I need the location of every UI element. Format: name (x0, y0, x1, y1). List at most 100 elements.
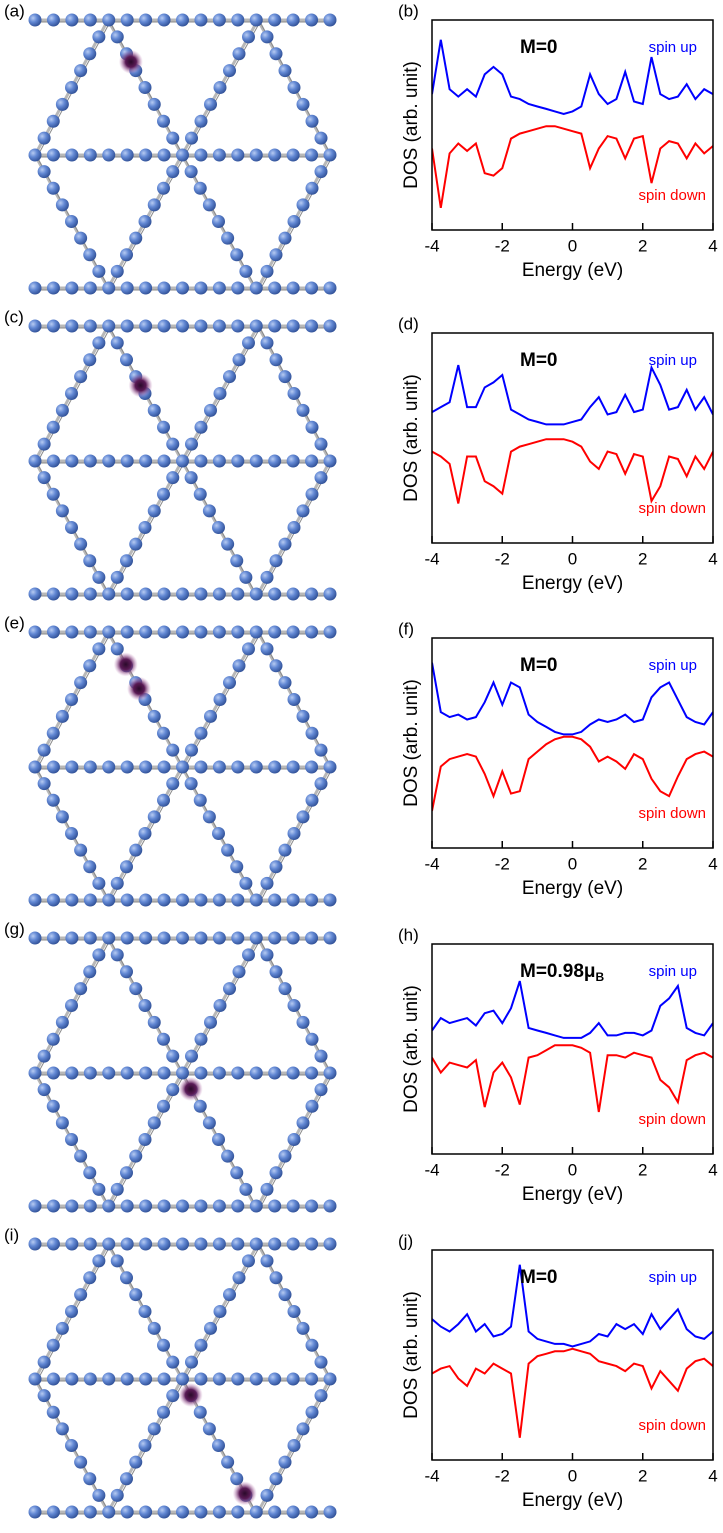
atom (249, 1199, 263, 1213)
atom (194, 13, 208, 27)
atom (185, 743, 198, 757)
atom (194, 1505, 208, 1519)
atom (176, 1505, 189, 1519)
atom (249, 931, 263, 945)
atom (286, 1372, 300, 1386)
atom (305, 1338, 319, 1352)
atom (239, 570, 253, 584)
atom (305, 893, 319, 907)
atom (138, 827, 152, 840)
atom (249, 454, 263, 468)
atom (296, 1015, 310, 1029)
atom (37, 777, 51, 791)
atom (92, 570, 106, 584)
atom (74, 231, 88, 245)
atom (213, 693, 227, 706)
atom (323, 281, 337, 295)
atom (249, 587, 263, 601)
atom (139, 1505, 153, 1519)
atom (232, 659, 246, 673)
atom (212, 319, 226, 333)
atom (202, 1422, 216, 1436)
atom (287, 81, 301, 94)
atom (232, 353, 246, 367)
atom (278, 843, 292, 857)
atom (55, 504, 69, 518)
atom (157, 148, 171, 162)
structure (28, 13, 337, 295)
atom (269, 965, 283, 979)
atom (204, 709, 217, 723)
atom (65, 521, 78, 534)
structure (28, 1237, 337, 1519)
x-axis-label: Energy (eV) (522, 573, 623, 594)
atom (314, 165, 328, 179)
dopant-atom (178, 1382, 203, 1407)
atom (157, 1066, 171, 1080)
atom (305, 319, 319, 333)
atom (74, 676, 88, 690)
atom (269, 248, 283, 262)
atom (46, 1199, 60, 1213)
x-axis-label: Energy (eV) (522, 1490, 623, 1511)
atom (28, 1372, 42, 1386)
atom (323, 760, 337, 774)
atom (193, 1405, 207, 1419)
atom (157, 1237, 171, 1251)
atom (83, 319, 97, 333)
atom (65, 215, 78, 228)
annotation: M=0 (520, 1267, 558, 1288)
atom (194, 281, 208, 295)
atom (92, 948, 106, 962)
atom (260, 876, 274, 890)
panel-label: (d) (398, 314, 419, 333)
atom (138, 1133, 152, 1146)
atom (55, 709, 69, 723)
x-tick-label: -2 (495, 549, 510, 568)
atom (166, 1083, 180, 1097)
legend-label: spin up (649, 963, 697, 980)
atom (249, 1237, 263, 1251)
atom (269, 860, 283, 874)
atom (55, 1321, 69, 1335)
atom (323, 1066, 337, 1080)
atom (202, 1116, 216, 1130)
atom (305, 1405, 319, 1419)
atom (269, 659, 283, 673)
atom (65, 319, 79, 333)
atom (231, 1372, 245, 1386)
atom (231, 1199, 245, 1213)
atom (83, 860, 97, 874)
atom (120, 1199, 134, 1213)
dos-line (432, 1044, 713, 1113)
atom (28, 148, 42, 162)
x-tick-label: 2 (638, 1466, 647, 1485)
atom (202, 810, 216, 824)
atom (296, 403, 310, 417)
atom (147, 810, 161, 824)
atom (83, 281, 97, 295)
atom (92, 642, 106, 656)
atom (212, 760, 226, 774)
atom (92, 1254, 106, 1268)
atom (157, 587, 171, 601)
atom (323, 587, 337, 601)
atom (268, 454, 282, 468)
atom (46, 148, 60, 162)
x-axis-label: Energy (eV) (522, 1184, 623, 1205)
atom (194, 726, 208, 740)
atom (102, 148, 116, 162)
atom (260, 1182, 274, 1196)
structure (28, 319, 337, 601)
atom (185, 131, 198, 145)
atom (139, 319, 153, 333)
atom (249, 13, 263, 27)
atom (268, 148, 282, 162)
atom (287, 1439, 301, 1452)
atom (74, 1288, 88, 1302)
x-tick-label: 4 (708, 1160, 717, 1179)
atom (110, 570, 124, 584)
panel-label: (j) (398, 1231, 413, 1250)
atom (230, 554, 244, 568)
atom (83, 1372, 97, 1386)
